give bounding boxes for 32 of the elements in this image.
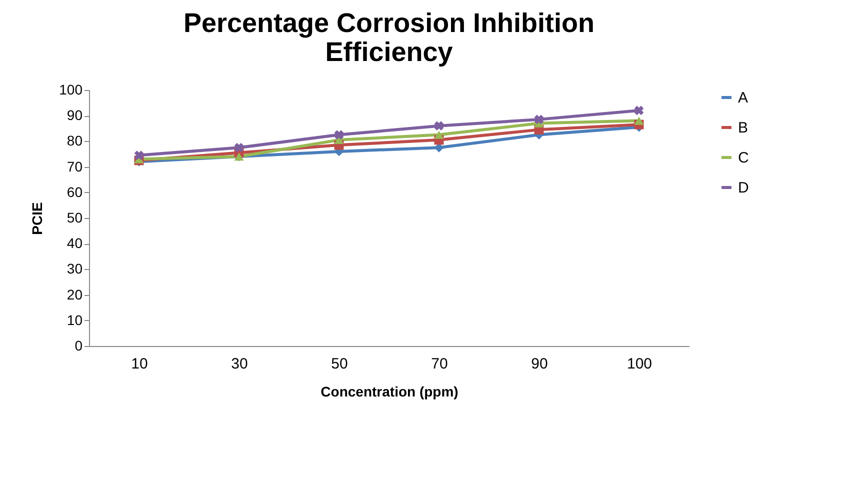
point [234,142,244,152]
legend-label: B [738,120,748,136]
y-tick-label: 100 [59,82,83,98]
point [634,106,644,116]
y-tick-label: 80 [66,132,83,149]
x-tick-label: 90 [531,356,548,372]
x-axis-title: Concentration (ppm) [320,384,458,400]
x-tick-label: 70 [431,356,448,372]
point [534,114,544,124]
point [634,116,644,125]
legend-label: C [738,150,749,166]
y-tick-label: 70 [66,158,83,174]
y-tick-label: 40 [66,235,83,252]
legend-label: D [738,180,749,196]
point [434,121,444,131]
point [334,130,344,140]
x-tick-label: 10 [131,356,148,372]
point [434,130,444,139]
y-axis-title: PCIE [29,202,46,235]
y-tick-label: 50 [66,210,83,226]
x-tick-label: 50 [331,356,348,372]
y-tick-label: 0 [74,338,83,354]
y-tick-label: 60 [66,184,83,200]
y-tick-label: 90 [66,107,83,124]
y-tick-label: 20 [66,286,83,302]
x-tick-label: 100 [626,356,652,372]
y-tick-label: 30 [66,260,83,277]
point [134,150,144,160]
chart-title: Percentage Corrosion Inhibition Efficiency [183,8,595,67]
y-tick-label: 10 [66,312,83,328]
x-tick-label: 30 [231,356,248,372]
legend-label: A [738,90,748,106]
